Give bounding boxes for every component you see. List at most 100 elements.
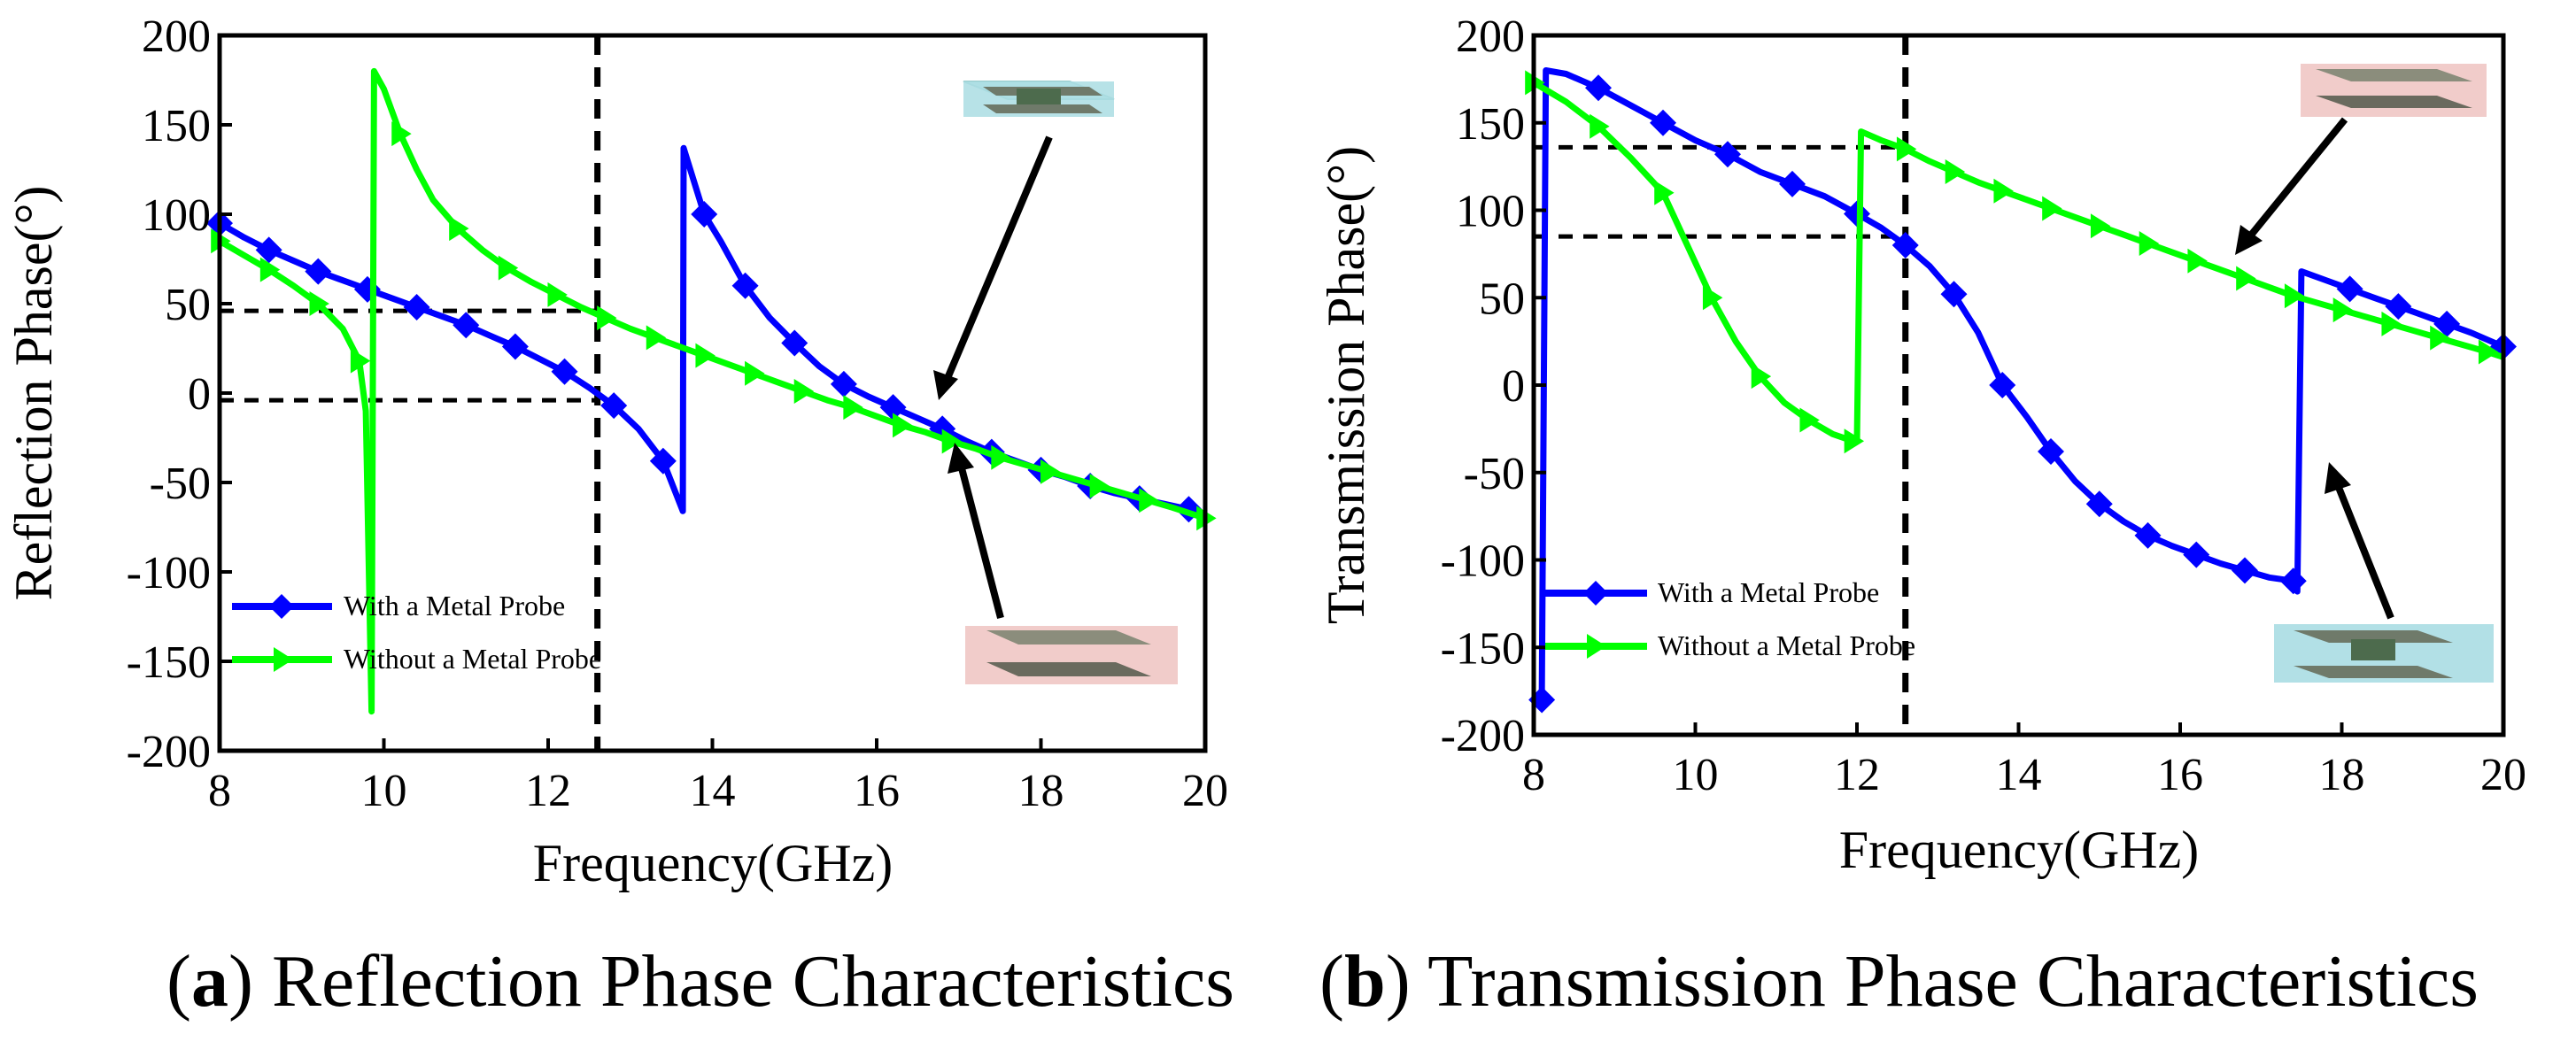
data-point-marker <box>391 121 412 147</box>
data-point-marker <box>1896 136 1917 162</box>
axis-ticks: 8 10 12 14 16 18 20 200 150 100 50 0 -50 -100 -150 -200 <box>127 12 1228 816</box>
caption-b: (b) Transmission Phase Characteristics <box>1319 940 2479 1023</box>
y-tick-label: -100 <box>127 548 211 598</box>
data-point-marker <box>1945 159 1966 185</box>
legend: With a Metal Probe Without a Metal Probe <box>1545 576 1915 661</box>
data-point-marker <box>793 378 815 404</box>
legend-label-with-probe: With a Metal Probe <box>344 590 565 621</box>
data-point-marker <box>1993 178 2014 204</box>
y-tick-label: -150 <box>1441 623 1525 674</box>
data-point-marker <box>1654 180 1675 205</box>
data-point-marker <box>1590 113 1610 139</box>
plot-frame <box>1531 33 2506 737</box>
data-point-marker <box>305 258 332 285</box>
data-point-marker <box>1940 281 1968 308</box>
caption-a: (a) Reflection Phase Characteristics <box>166 940 1234 1023</box>
data-point-marker <box>879 394 907 421</box>
panel-a-chart: 8 10 12 14 16 18 20 200 150 100 50 0 -50 -100 -150 -200… <box>4 12 1228 892</box>
data-point-marker <box>1799 407 1820 433</box>
data-point-marker <box>2038 438 2064 466</box>
data-point-marker <box>2232 557 2258 584</box>
data-point-marker <box>353 275 381 303</box>
x-tick-label: 16 <box>854 766 900 816</box>
data-point-marker <box>2336 275 2363 303</box>
x-tick-label: 16 <box>2157 750 2203 800</box>
data-point-marker <box>2187 248 2208 274</box>
data-point-marker <box>2134 521 2162 549</box>
x-tick-label: 18 <box>1018 766 1064 816</box>
plot-frame <box>217 33 1208 753</box>
data-point-marker <box>1779 170 1806 197</box>
data-point-marker <box>691 201 718 228</box>
legend-label-with-probe: With a Metal Probe <box>1658 576 1879 608</box>
y-axis-label: Transmission Phase(°) <box>1317 146 1375 624</box>
y-tick-label: -150 <box>127 637 211 688</box>
data-point-marker <box>781 329 808 357</box>
x-tick-label: 8 <box>208 766 231 816</box>
inset-with-probe-illustration <box>963 81 1115 117</box>
y-tick-label: 100 <box>142 190 211 241</box>
data-point-marker <box>1714 141 1741 168</box>
x-axis-label: Frequency(GHz) <box>1839 821 2200 879</box>
panel-b-chart: 8 10 12 14 16 18 20 200 150 100 50 0 -50 -100 -150 -200… <box>1317 12 2526 879</box>
data-point-marker <box>600 392 628 420</box>
data-point-marker <box>501 333 529 360</box>
inset-without-probe-illustration <box>2301 64 2487 117</box>
x-axis-label: Frequency(GHz) <box>533 834 893 892</box>
data-point-marker <box>597 305 617 331</box>
y-tick-label: -50 <box>1464 449 1525 499</box>
y-tick-label: -200 <box>1441 711 1525 761</box>
y-tick-label: -50 <box>150 459 211 509</box>
legend-label-without-probe: Without a Metal Probe <box>344 643 601 675</box>
data-point-marker <box>695 343 716 368</box>
data-point-marker <box>2284 283 2305 309</box>
x-tick-label: 12 <box>1834 750 1880 800</box>
data-point-marker <box>350 348 371 374</box>
data-point-marker <box>1089 474 1110 499</box>
y-tick-label: 50 <box>1479 274 1525 324</box>
data-point-marker <box>893 413 913 438</box>
caption-b-label: b <box>1343 940 1386 1023</box>
data-point-marker <box>649 447 677 475</box>
data-point-marker <box>2433 310 2461 337</box>
data-point-marker <box>2183 541 2210 568</box>
data-point-marker <box>1891 232 1919 259</box>
data-point-marker <box>2430 325 2450 351</box>
data-point-marker <box>745 360 765 386</box>
data-point-marker <box>2332 297 2354 323</box>
caption-a-label: a <box>190 940 228 1023</box>
data-point-marker <box>403 294 430 321</box>
reference-lines <box>1534 35 1909 735</box>
data-point-marker <box>1844 428 1865 454</box>
y-tick-label: 0 <box>188 369 211 420</box>
data-point-marker <box>1702 285 1723 311</box>
data-point-marker <box>1040 459 1061 484</box>
x-tick-label: 14 <box>690 766 736 816</box>
inset-with-probe-illustration <box>2274 624 2494 683</box>
data-point-marker <box>2236 266 2256 291</box>
y-tick-label: 0 <box>1502 361 1525 412</box>
data-point-marker <box>843 395 863 421</box>
callout-arrows <box>933 135 1053 620</box>
y-tick-label: 150 <box>1456 99 1525 150</box>
data-point-marker <box>449 216 469 242</box>
data-point-marker <box>2381 311 2402 336</box>
caption-b-text: Transmission Phase Characteristics <box>1427 940 2479 1023</box>
data-point-marker <box>2279 567 2307 595</box>
data-point-marker <box>2478 339 2499 365</box>
data-point-marker <box>2090 213 2111 239</box>
series-group <box>206 67 1217 715</box>
data-point-marker <box>1585 74 1612 102</box>
data-point-marker <box>646 325 667 351</box>
y-tick-label: -200 <box>127 727 211 777</box>
data-point-marker <box>2385 293 2412 320</box>
data-point-marker <box>941 428 963 454</box>
data-point-marker <box>2042 196 2062 221</box>
series-group <box>1525 67 2517 714</box>
data-point-marker <box>830 370 857 398</box>
x-tick-label: 20 <box>2480 750 2526 800</box>
data-point-marker <box>731 272 759 299</box>
x-tick-label: 12 <box>525 766 571 816</box>
data-point-marker <box>1650 109 1676 136</box>
data-point-marker <box>991 444 1011 470</box>
